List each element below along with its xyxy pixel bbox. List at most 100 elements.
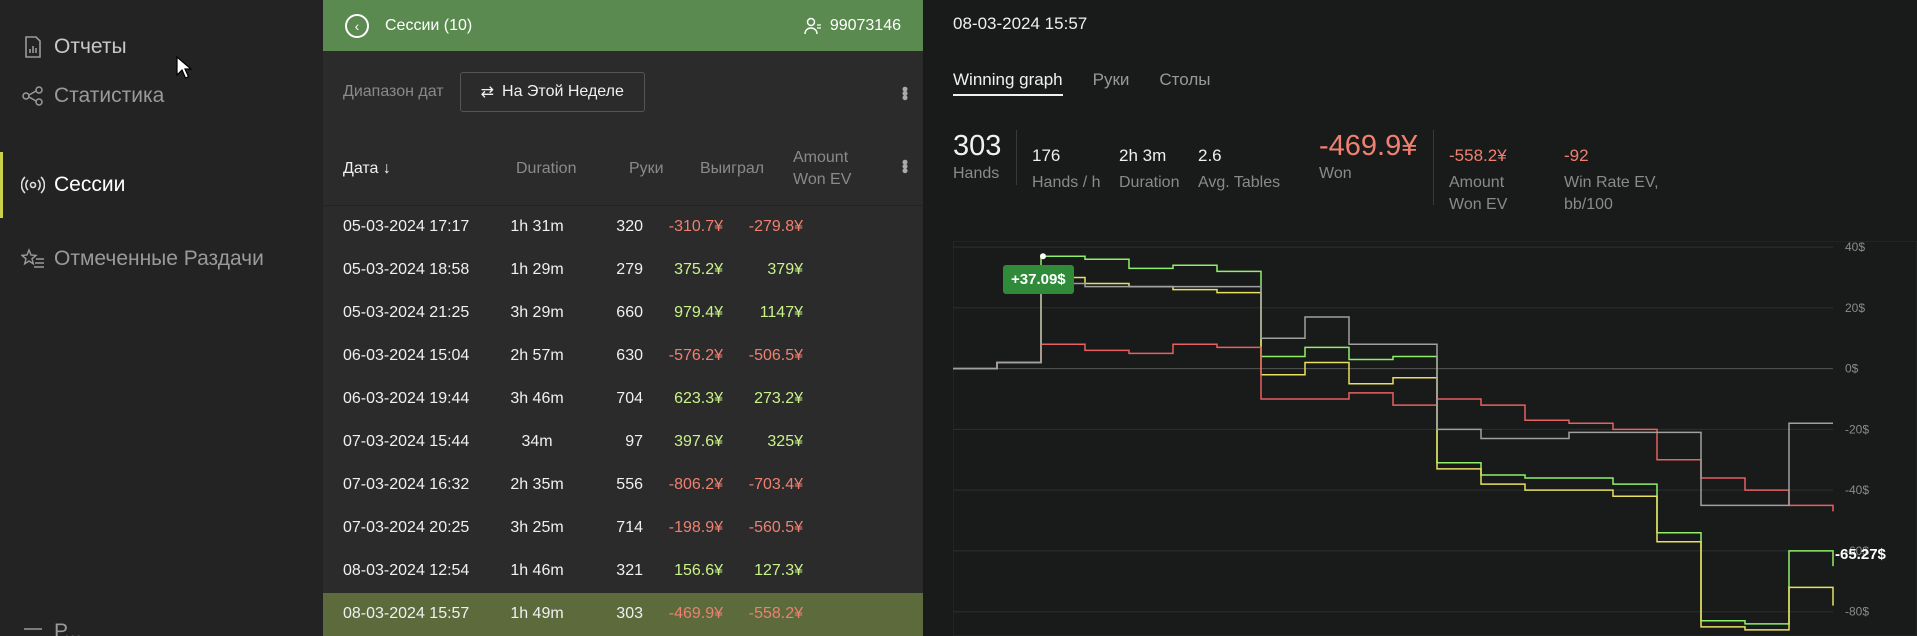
session-detail: 08-03-2024 15:57 Winning graph Руки Стол… (923, 0, 1917, 636)
winning-graph-chart[interactable]: 40$ 20$ 0$ -20$ -40$ -60$ -80$ (953, 241, 1917, 636)
cell-date: 07-03-2024 20:25 (343, 519, 470, 536)
cell-hands: 714 (616, 519, 643, 536)
cell-duration: 2h 35m (510, 476, 564, 493)
column-date[interactable]: Дата ↓ (343, 160, 391, 177)
sessions-panel: ‹ Сессии (10) 99073146 Диапазон дат ⇄ На… (323, 0, 923, 636)
sidebar-item-partial[interactable]: Р... (0, 612, 323, 636)
stat-label: Duration (1119, 174, 1180, 191)
cell-won: 979.4¥ (674, 304, 723, 321)
table-row[interactable]: 07-03-2024 15:44 34m 97 397.6¥ 325¥ (323, 421, 923, 464)
cell-ev: 127.3¥ (754, 562, 803, 579)
stat-label: Won (1319, 165, 1352, 182)
stat-avg-tables: 2.6 Avg. Tables (1198, 146, 1280, 194)
divider (1016, 130, 1017, 185)
stat-value: 176 (1032, 146, 1061, 165)
cell-ev: -558.2¥ (748, 605, 803, 622)
table-row[interactable]: 05-03-2024 18:58 1h 29m 279 375.2¥ 379¥ (323, 249, 923, 292)
date-range-button[interactable]: ⇄ На Этой Неделе (459, 72, 645, 112)
cell-duration: 1h 29m (510, 261, 564, 278)
stat-label: Hands (953, 165, 1000, 182)
cell-duration: 3h 25m (510, 519, 564, 536)
cell-ev: 273.2¥ (754, 390, 803, 407)
chart-frame (953, 241, 1917, 636)
cell-ev: 1147¥ (759, 304, 803, 321)
cell-duration: 3h 29m (510, 304, 564, 321)
table-header: Дата ↓ Duration Руки Выиграл Amount Won … (323, 133, 923, 206)
sidebar-item-sessions[interactable]: Сессии (0, 152, 323, 218)
cell-duration: 1h 49m (510, 605, 564, 622)
cell-duration: 1h 31m (510, 218, 564, 235)
table-row[interactable]: 07-03-2024 16:32 2h 35m 556 -806.2¥ -703.4¥ (323, 464, 923, 507)
cell-hands: 279 (616, 261, 643, 278)
stat-label: Avg. Tables (1198, 174, 1281, 191)
series-line-1 (953, 276, 1834, 631)
stat-label: Amount Won EV (1449, 174, 1508, 213)
back-icon[interactable]: ‹ (345, 13, 369, 38)
filter-menu-icon[interactable]: ••• (895, 85, 915, 99)
cell-date: 07-03-2024 16:32 (343, 476, 470, 493)
column-duration[interactable]: Duration (516, 160, 577, 177)
sidebar-item-label: Сессии (54, 173, 126, 196)
cell-date: 05-03-2024 17:17 (343, 218, 470, 235)
swap-icon: ⇄ (480, 84, 495, 101)
cell-won: -576.2¥ (668, 347, 723, 364)
sessions-title: Сессии (10) (385, 16, 473, 34)
sidebar-item-marked-hands[interactable]: Отмеченные Раздачи (0, 226, 323, 292)
cell-date: 07-03-2024 15:44 (343, 433, 470, 450)
detail-tabs: Winning graph Руки Столы (953, 70, 1211, 96)
cell-hands: 556 (616, 476, 643, 493)
sidebar-item-statistics[interactable]: Статистика (0, 63, 323, 129)
tab-tables[interactable]: Столы (1159, 70, 1211, 89)
column-amount-won-ev[interactable]: Amount Won EV (793, 149, 852, 188)
cell-duration: 1h 46m (510, 562, 564, 579)
cell-ev: 325¥ (767, 433, 803, 450)
cell-date: 08-03-2024 15:57 (343, 605, 470, 622)
tab-winning-graph[interactable]: Winning graph (953, 70, 1063, 96)
stat-amount-won-ev: -558.2¥ Amount Won EV (1449, 146, 1539, 216)
cell-won: 623.3¥ (674, 390, 723, 407)
table-row[interactable]: 08-03-2024 12:54 1h 46m 321 156.6¥ 127.3¥ (323, 550, 923, 593)
chart-tooltip: +37.09$ (1003, 265, 1074, 294)
cell-won: -469.9¥ (668, 605, 723, 622)
table-row[interactable]: 05-03-2024 17:17 1h 31m 320 -310.7¥ -279.8¥ (323, 206, 923, 249)
column-hands[interactable]: Руки (629, 160, 664, 177)
cell-ev: -279.8¥ (748, 218, 803, 235)
table-row[interactable]: 08-03-2024 15:57 1h 49m 303 -469.9¥ -558.2¥ (323, 593, 923, 636)
cell-hands: 321 (616, 562, 643, 579)
stat-value: -558.2¥ (1449, 146, 1507, 165)
report-icon (20, 34, 46, 60)
cell-won: 375.2¥ (674, 261, 723, 278)
user-badge[interactable]: 99073146 (804, 17, 901, 35)
stat-hands: 303 Hands (953, 130, 1001, 185)
cell-won: -806.2¥ (668, 476, 723, 493)
sessions-table-body: 05-03-2024 17:17 1h 31m 320 -310.7¥ -279.8¥ 0… (323, 206, 923, 636)
table-row[interactable]: 06-03-2024 15:04 2h 57m 630 -576.2¥ -506.5¥ (323, 335, 923, 378)
cell-ev: -703.4¥ (748, 476, 803, 493)
cell-date: 08-03-2024 12:54 (343, 562, 470, 579)
date-range-value: На Этой Неделе (502, 83, 624, 100)
cell-hands: 660 (616, 304, 643, 321)
columns-menu-icon[interactable]: ••• (895, 159, 915, 172)
sessions-header: ‹ Сессии (10) 99073146 (323, 0, 923, 51)
series-line-3 (953, 282, 1833, 507)
table-row[interactable]: 05-03-2024 21:25 3h 29m 660 979.4¥ 1147¥ (323, 292, 923, 335)
stat-win-rate-ev: -92 Win Rate EV, bb/100 (1564, 146, 1664, 216)
tab-hands[interactable]: Руки (1092, 70, 1130, 89)
sidebar-item-reports[interactable]: Отчеты (0, 14, 323, 80)
y-tick-label: 40$ (1845, 241, 1865, 254)
y-tick-label: -40$ (1845, 483, 1869, 497)
sidebar-item-label: Статистика (54, 84, 165, 107)
y-tick-label: -60$ (1845, 544, 1869, 558)
table-row[interactable]: 07-03-2024 20:25 3h 25m 714 -198.9¥ -560.5¥ (323, 507, 923, 550)
cell-date: 06-03-2024 19:44 (343, 390, 470, 407)
stat-duration: 2h 3m Duration (1119, 146, 1179, 194)
stat-label: Win Rate EV, bb/100 (1564, 174, 1659, 213)
cell-date: 05-03-2024 21:25 (343, 304, 470, 321)
table-row[interactable]: 06-03-2024 19:44 3h 46m 704 623.3¥ 273.2¥ (323, 378, 923, 421)
cell-hands: 630 (616, 347, 643, 364)
column-won[interactable]: Выиграл (700, 160, 765, 177)
date-range-label: Диапазон дат (343, 83, 444, 100)
y-tick-label: -80$ (1845, 605, 1869, 619)
stat-hands-per-hour: 176 Hands / h (1032, 146, 1100, 194)
